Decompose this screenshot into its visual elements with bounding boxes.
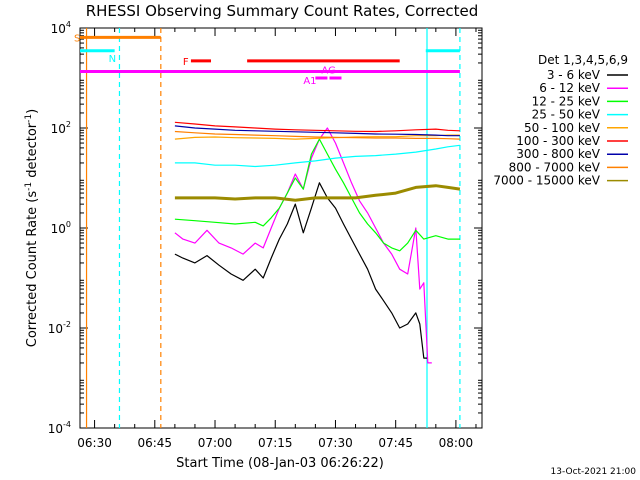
legend-label: 7000 - 15000 keV	[493, 174, 600, 188]
y-tick-exponent: 2	[66, 120, 71, 129]
legend-label: 50 - 100 keV	[524, 121, 601, 135]
footer-timestamp: 13-Oct-2021 21:00	[551, 467, 637, 477]
y-axis-label-sup: -1	[24, 182, 34, 191]
series-line-25-50-kev	[174, 144, 460, 168]
y-tick-base: 10	[51, 122, 66, 136]
legend-label: 25 - 50 keV	[532, 108, 601, 122]
legend-label: 3 - 6 keV	[547, 68, 601, 82]
x-axis-label: Start Time (08-Jan-03 06:26:22)	[176, 456, 384, 471]
axis-ticks	[80, 27, 482, 429]
x-tick-label: 07:00	[198, 436, 233, 450]
y-tick-base: 10	[48, 422, 63, 436]
y-tick-base: 10	[51, 222, 66, 236]
y-tick-label: 102	[51, 120, 71, 136]
series-line-6-12-kev	[174, 127, 432, 364]
y-tick-label: 104	[51, 20, 71, 36]
legend-label: 800 - 7000 keV	[509, 160, 601, 174]
series-line-300-800-kev	[174, 125, 460, 137]
y-axis-label-close: )	[25, 109, 40, 114]
flag-bars	[80, 35, 460, 80]
series-line-800-7000-kev	[174, 130, 460, 140]
x-tick-label: 07:15	[258, 436, 293, 450]
y-tick-base: 10	[51, 22, 66, 36]
x-tick-label: 07:30	[318, 436, 353, 450]
y-axis-label-sup2: -1	[24, 114, 34, 123]
count-rate-series	[174, 121, 461, 364]
flag-labels: S N F AG A1	[74, 33, 336, 87]
y-tick-base: 10	[48, 322, 63, 336]
series-line-100-300-kev	[174, 121, 460, 133]
x-tick-label: 06:45	[137, 436, 172, 450]
flag-label-n: N	[109, 54, 116, 65]
flag-label-s: S	[74, 33, 80, 44]
plot-frame	[79, 27, 483, 429]
y-tick-label: 10-4	[48, 420, 71, 436]
series-line-3-6-kev	[174, 182, 428, 359]
y-axis-label: Corrected Count Rate (s-1 detector-1)	[24, 109, 40, 347]
flag-label-ag: AG	[321, 65, 335, 76]
series-line-7000-15000-kev	[174, 184, 461, 202]
legend-label: 300 - 800 keV	[516, 147, 600, 161]
legend-label: 12 - 25 keV	[532, 94, 601, 108]
attenuator-vertical-lines	[85, 28, 461, 428]
x-tick-label: 07:45	[378, 436, 413, 450]
flag-label-a1: A1	[303, 76, 316, 87]
chart-title: RHESSI Observing Summary Count Rates, Co…	[86, 2, 479, 20]
x-tick-labels: 06:30 06:45 07:00 07:15 07:30 07:45 08:00	[77, 436, 473, 450]
legend-title: Det 1,3,4,5,6,9	[538, 53, 628, 67]
y-tick-label: 100	[51, 220, 71, 236]
legend-label: 6 - 12 keV	[539, 81, 601, 95]
y-tick-exponent: 0	[66, 220, 71, 229]
legend-label: 100 - 300 keV	[516, 134, 600, 148]
y-axis-label-tail: detector	[25, 122, 40, 182]
y-tick-label: 10-2	[48, 320, 71, 336]
y-tick-exponent: -2	[63, 320, 71, 329]
y-tick-exponent: 4	[66, 20, 71, 29]
x-tick-label: 06:30	[77, 436, 112, 450]
series-line-50-100-kev	[174, 134, 460, 140]
series-line-12-25-kev	[174, 138, 460, 252]
flag-label-f: F	[183, 57, 189, 68]
y-axis-label-main: Corrected Count Rate (s	[25, 191, 40, 348]
y-tick-exponent: -4	[63, 420, 71, 429]
x-tick-label: 08:00	[439, 436, 474, 450]
